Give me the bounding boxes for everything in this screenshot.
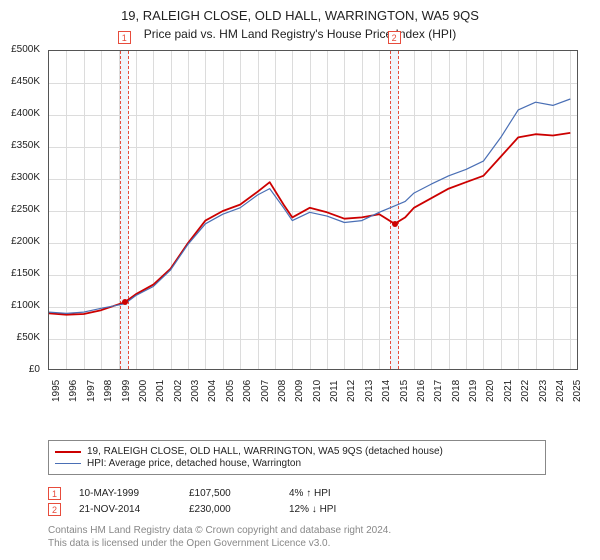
x-tick-label: 2004 bbox=[207, 380, 218, 402]
x-tick-label: 2006 bbox=[242, 380, 253, 402]
x-tick-label: 2021 bbox=[503, 380, 514, 402]
x-tick-label: 2001 bbox=[155, 380, 166, 402]
x-tick-label: 2024 bbox=[555, 380, 566, 402]
x-tick-label: 2019 bbox=[468, 380, 479, 402]
attribution-line-2: This data is licensed under the Open Gov… bbox=[48, 537, 391, 550]
line-series-svg bbox=[49, 51, 579, 371]
x-tick-label: 1996 bbox=[68, 380, 79, 402]
legend-swatch bbox=[55, 463, 81, 464]
x-tick-label: 2003 bbox=[190, 380, 201, 402]
x-tick-label: 2011 bbox=[329, 380, 340, 402]
sales-price: £107,500 bbox=[189, 488, 289, 499]
sales-marker: 1 bbox=[48, 487, 61, 500]
series-hpi bbox=[49, 99, 570, 313]
x-tick-label: 2012 bbox=[346, 380, 357, 402]
y-tick-label: £300K bbox=[0, 172, 40, 184]
plot-area: 12 bbox=[48, 50, 578, 370]
attribution-line-1: Contains HM Land Registry data © Crown c… bbox=[48, 524, 391, 537]
x-tick-label: 1997 bbox=[86, 380, 97, 402]
y-tick-label: £0 bbox=[0, 364, 40, 376]
sales-delta: 12% ↓ HPI bbox=[289, 504, 389, 515]
x-tick-label: 1995 bbox=[51, 380, 62, 402]
sales-price: £230,000 bbox=[189, 504, 289, 515]
y-tick-label: £200K bbox=[0, 236, 40, 248]
x-tick-label: 2000 bbox=[138, 380, 149, 402]
sales-table: 1 10-MAY-1999£107,5004% ↑ HPI 2 21-NOV-2014… bbox=[48, 484, 389, 519]
y-tick-label: £350K bbox=[0, 140, 40, 152]
attribution: Contains HM Land Registry data © Crown c… bbox=[48, 524, 391, 550]
sales-row: 1 10-MAY-1999£107,5004% ↑ HPI bbox=[48, 487, 389, 500]
x-tick-label: 2009 bbox=[294, 380, 305, 402]
marker-box: 1 bbox=[118, 31, 131, 44]
y-tick-label: £250K bbox=[0, 204, 40, 216]
x-tick-label: 2016 bbox=[416, 380, 427, 402]
y-tick-label: £100K bbox=[0, 300, 40, 312]
x-tick-label: 2014 bbox=[381, 380, 392, 402]
chart-subtitle: Price paid vs. HM Land Registry's House … bbox=[0, 23, 600, 41]
x-tick-label: 2020 bbox=[485, 380, 496, 402]
legend: 19, RALEIGH CLOSE, OLD HALL, WARRINGTON,… bbox=[48, 440, 546, 475]
legend-row: 19, RALEIGH CLOSE, OLD HALL, WARRINGTON,… bbox=[55, 446, 539, 457]
x-tick-label: 2022 bbox=[520, 380, 531, 402]
chart-area: £0£50K£100K£150K£200K£250K£300K£350K£400… bbox=[48, 50, 578, 400]
series-price_paid bbox=[49, 133, 570, 315]
y-tick-label: £150K bbox=[0, 268, 40, 280]
x-tick-label: 1999 bbox=[121, 380, 132, 402]
x-tick-label: 2017 bbox=[433, 380, 444, 402]
legend-label: HPI: Average price, detached house, Warr… bbox=[87, 458, 301, 469]
x-tick-label: 2015 bbox=[399, 380, 410, 402]
x-axis: 1995 1996 1997 1998 1999 2000 2001 2002 2003 2004… bbox=[48, 374, 578, 404]
sales-delta: 4% ↑ HPI bbox=[289, 488, 389, 499]
chart-container: 19, RALEIGH CLOSE, OLD HALL, WARRINGTON,… bbox=[0, 0, 600, 560]
y-axis: £0 £50K £100K £150K £200K £250K £300K £350K £400… bbox=[0, 44, 44, 376]
x-tick-label: 2023 bbox=[538, 380, 549, 402]
marker-box: 2 bbox=[388, 31, 401, 44]
legend-swatch bbox=[55, 451, 81, 453]
sales-marker: 2 bbox=[48, 503, 61, 516]
chart-title: 19, RALEIGH CLOSE, OLD HALL, WARRINGTON,… bbox=[0, 0, 600, 23]
y-tick-label: £50K bbox=[0, 332, 40, 344]
sale-dot bbox=[122, 299, 128, 305]
legend-label: 19, RALEIGH CLOSE, OLD HALL, WARRINGTON,… bbox=[87, 446, 443, 457]
y-tick-label: £450K bbox=[0, 76, 40, 88]
x-tick-label: 2025 bbox=[572, 380, 583, 402]
x-tick-label: 2018 bbox=[451, 380, 462, 402]
y-tick-label: £500K bbox=[0, 44, 40, 56]
x-tick-label: 1998 bbox=[103, 380, 114, 402]
legend-row: HPI: Average price, detached house, Warr… bbox=[55, 458, 539, 469]
x-tick-label: 2002 bbox=[173, 380, 184, 402]
sales-date: 21-NOV-2014 bbox=[79, 504, 189, 515]
x-tick-label: 2013 bbox=[364, 380, 375, 402]
y-tick-label: £400K bbox=[0, 108, 40, 120]
x-tick-label: 2007 bbox=[260, 380, 271, 402]
sale-dot bbox=[392, 221, 398, 227]
sales-row: 2 21-NOV-2014£230,00012% ↓ HPI bbox=[48, 503, 389, 516]
x-tick-label: 2005 bbox=[225, 380, 236, 402]
sales-date: 10-MAY-1999 bbox=[79, 488, 189, 499]
x-tick-label: 2010 bbox=[312, 380, 323, 402]
x-tick-label: 2008 bbox=[277, 380, 288, 402]
